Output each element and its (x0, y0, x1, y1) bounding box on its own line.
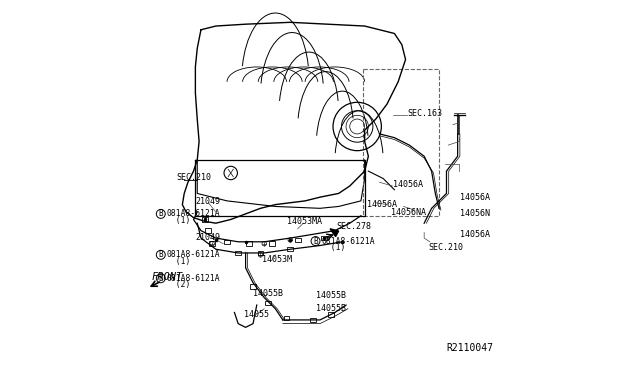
Text: B: B (159, 250, 163, 259)
Text: (1): (1) (166, 257, 191, 266)
Bar (257, 251, 264, 255)
Text: 14053M: 14053M (262, 255, 292, 264)
Text: B: B (159, 209, 163, 218)
Bar (269, 241, 275, 246)
Text: 14056N: 14056N (460, 209, 490, 218)
Bar (328, 312, 334, 317)
Bar (321, 236, 326, 240)
Text: 14055: 14055 (244, 310, 269, 319)
Text: 14056A: 14056A (392, 180, 422, 189)
Text: SEC.210: SEC.210 (177, 173, 212, 182)
Text: 081A8-6121A: 081A8-6121A (166, 274, 220, 283)
Bar (202, 217, 207, 222)
Bar (294, 238, 301, 242)
Bar (250, 284, 256, 289)
Text: 14055B: 14055B (253, 289, 283, 298)
Text: (1): (1) (166, 216, 191, 225)
Text: 21049: 21049 (195, 233, 220, 242)
Text: 14053MA: 14053MA (287, 217, 321, 226)
Text: B: B (313, 237, 318, 246)
Bar (310, 318, 316, 322)
Text: SEC.163: SEC.163 (408, 109, 442, 118)
Bar (209, 241, 215, 246)
Text: R2110047: R2110047 (447, 343, 493, 353)
Text: 14055B: 14055B (316, 291, 346, 300)
Text: 14056A: 14056A (460, 193, 490, 202)
Text: 21049: 21049 (195, 198, 220, 206)
Polygon shape (330, 229, 339, 237)
Text: 14056NA: 14056NA (390, 208, 426, 217)
Bar (224, 240, 230, 244)
Text: 14056A: 14056A (460, 230, 490, 239)
Text: FRONT: FRONT (152, 272, 183, 282)
Text: 14055B: 14055B (316, 304, 346, 313)
Bar (205, 228, 211, 233)
Bar (284, 316, 289, 320)
Text: SEC.210: SEC.210 (428, 243, 463, 252)
Bar (246, 241, 252, 246)
Bar (235, 251, 241, 255)
Text: 14056A: 14056A (367, 200, 397, 209)
Bar (265, 301, 271, 305)
Text: (2): (2) (166, 280, 191, 289)
Text: (1): (1) (321, 243, 346, 252)
Bar (287, 247, 293, 251)
Text: 081A8-6121A: 081A8-6121A (166, 209, 220, 218)
Text: 081A8-6121A: 081A8-6121A (166, 250, 220, 259)
Text: 081A8-6121A: 081A8-6121A (321, 237, 375, 246)
Text: SEC.278: SEC.278 (337, 222, 372, 231)
Text: B: B (159, 274, 163, 283)
